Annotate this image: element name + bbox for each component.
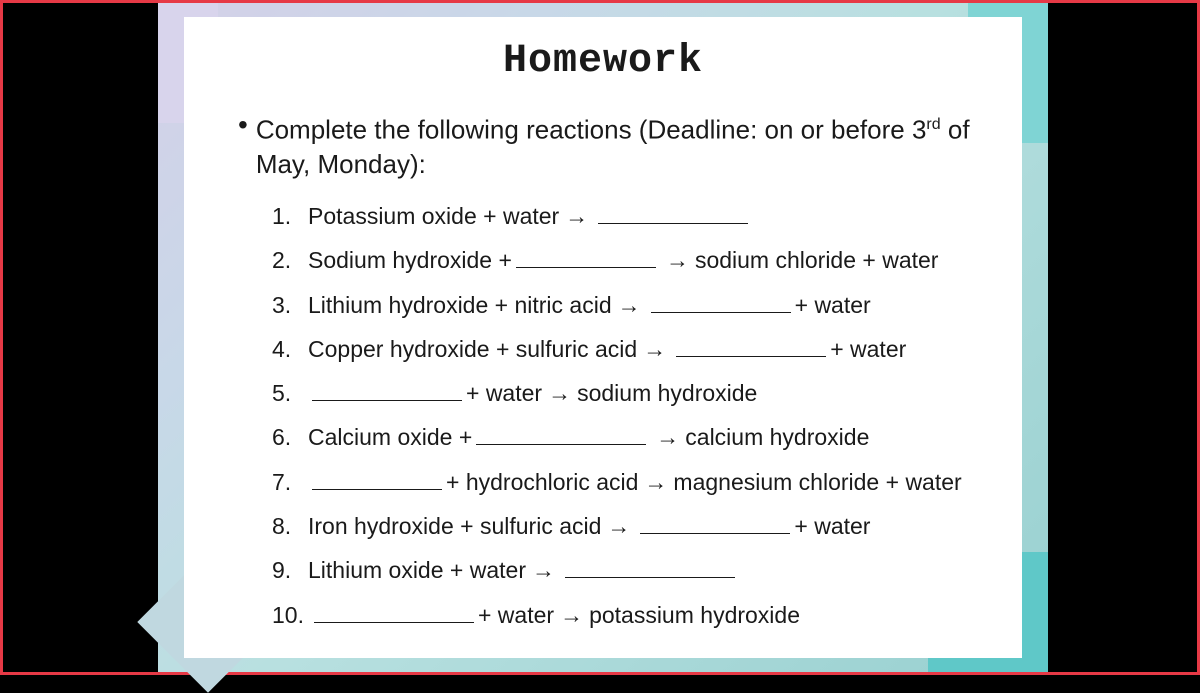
fill-blank: [640, 509, 790, 534]
fill-blank: [476, 420, 646, 445]
question-list: Potassium oxide + water →Sodium hydroxid…: [224, 199, 982, 630]
slide-card: Homework • Complete the following reacti…: [184, 17, 1022, 658]
fill-blank: [651, 287, 791, 312]
question-text: sodium hydroxide: [577, 378, 757, 408]
question-text: Sodium hydroxide +: [308, 245, 512, 275]
arrow-icon: →: [607, 511, 630, 541]
question-text: potassium hydroxide: [589, 600, 800, 630]
question-text: sodium chloride + water: [695, 245, 939, 275]
question-text: calcium hydroxide: [685, 422, 869, 452]
fill-blank: [516, 243, 656, 268]
stage-background: Homework • Complete the following reacti…: [158, 3, 1048, 672]
question-text: Copper hydroxide + sulfuric acid: [308, 334, 637, 364]
question-item: Lithium oxide + water →: [272, 553, 982, 585]
question-text: Lithium oxide + water: [308, 555, 526, 585]
question-item: Iron hydroxide + sulfuric acid → + water: [272, 509, 982, 541]
intro-sup: rd: [926, 116, 940, 133]
fill-blank: [312, 464, 442, 489]
question-item: Calcium oxide + → calcium hydroxide: [272, 420, 982, 452]
question-item: Potassium oxide + water →: [272, 199, 982, 231]
arrow-icon: →: [618, 290, 641, 320]
question-text: + water: [478, 600, 554, 630]
arrow-icon: →: [643, 334, 666, 364]
question-text: + hydrochloric acid: [446, 467, 638, 497]
arrow-icon: →: [532, 555, 555, 585]
arrow-icon: →: [666, 245, 689, 275]
question-text: + water: [830, 334, 906, 364]
question-item: + hydrochloric acid → magnesium chloride…: [272, 464, 982, 496]
arrow-icon: →: [548, 378, 571, 408]
question-text: Potassium oxide + water: [308, 201, 559, 231]
question-text: + water: [794, 511, 870, 541]
question-text: + water: [795, 290, 871, 320]
question-text: magnesium chloride + water: [673, 467, 961, 497]
intro-row: • Complete the following reactions (Dead…: [224, 108, 982, 181]
fill-blank: [312, 376, 462, 401]
slide-title: Homework: [224, 39, 982, 84]
arrow-icon: →: [560, 600, 583, 630]
question-item: + water → sodium hydroxide: [272, 376, 982, 408]
arrow-icon: →: [644, 467, 667, 497]
question-item: Sodium hydroxide + → sodium chloride + w…: [272, 243, 982, 275]
bullet-icon: •: [238, 108, 248, 142]
question-text: Lithium hydroxide + nitric acid: [308, 290, 612, 320]
arrow-icon: →: [656, 422, 679, 452]
fill-blank: [598, 199, 748, 224]
intro-pre: Complete the following reactions (Deadli…: [256, 115, 927, 145]
arrow-icon: →: [565, 201, 588, 231]
fill-blank: [565, 553, 735, 578]
question-item: Copper hydroxide + sulfuric acid → + wat…: [272, 332, 982, 364]
question-text: Iron hydroxide + sulfuric acid: [308, 511, 601, 541]
question-item: + water → potassium hydroxide: [272, 597, 982, 629]
intro-text: Complete the following reactions (Deadli…: [256, 108, 982, 181]
question-item: Lithium hydroxide + nitric acid → + wate…: [272, 287, 982, 319]
question-text: Calcium oxide +: [308, 422, 472, 452]
question-text: + water: [466, 378, 542, 408]
fill-blank: [676, 332, 826, 357]
fill-blank: [314, 597, 474, 622]
